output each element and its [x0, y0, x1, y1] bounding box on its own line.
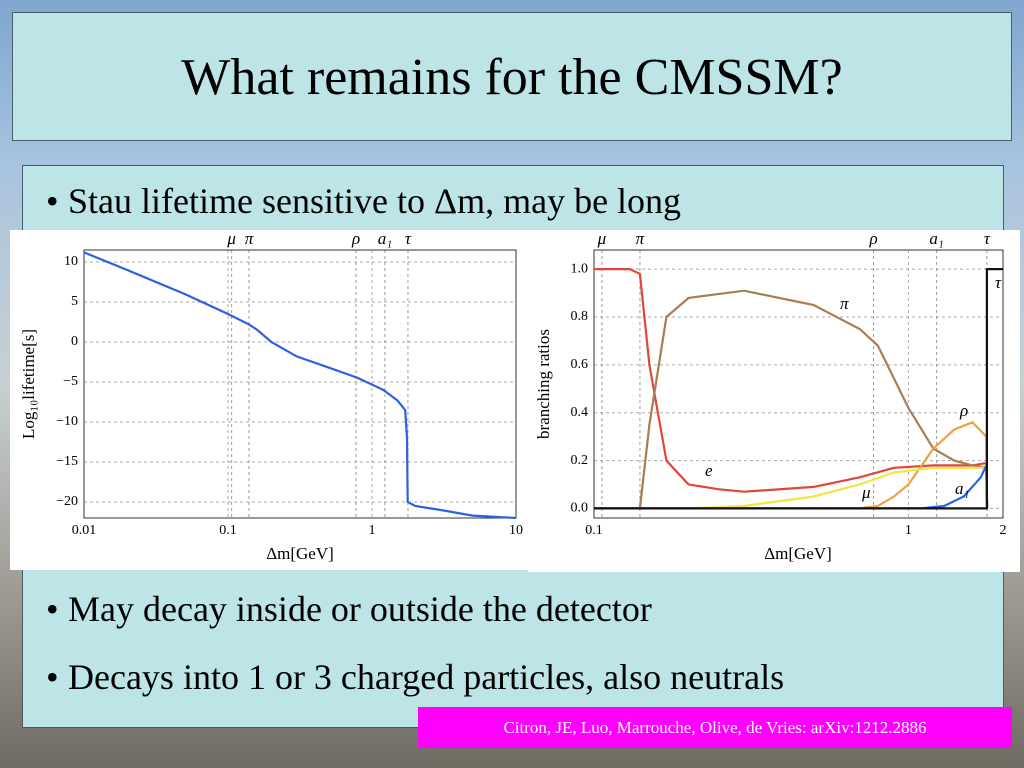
threshold-label: π: [245, 229, 254, 248]
y-tick-label: −5: [63, 374, 78, 389]
y-tick-label: 0.4: [571, 405, 589, 420]
y-axis-label: branching ratios: [534, 329, 553, 439]
slide-title: What remains for the CMSSM?: [12, 12, 1012, 141]
bullet: May decay inside or outside the detector: [46, 588, 652, 630]
series-line: [594, 421, 989, 510]
threshold-label: τ: [984, 229, 991, 248]
bullet: Stau lifetime sensitive to Δm, may be lo…: [46, 180, 681, 222]
y-tick-label: 5: [71, 294, 78, 309]
x-tick-label: 10: [509, 523, 523, 538]
series-line: [83, 251, 517, 520]
y-tick-label: 10: [64, 254, 78, 269]
chart-panel: [528, 230, 1020, 572]
series-line: [594, 466, 989, 510]
x-tick-label: 0.1: [219, 523, 237, 538]
threshold-label: τ: [405, 229, 412, 248]
bullet: Decays into 1 or 3 charged particles, al…: [46, 656, 784, 698]
citation: Citron, JE, Luo, Marrouche, Olive, de Vr…: [418, 707, 1012, 748]
threshold-label: μ: [597, 229, 607, 248]
y-tick-label: −20: [56, 494, 78, 509]
series-line: [594, 289, 989, 510]
x-tick-label: 1: [369, 523, 376, 538]
x-tick-label: 2: [1000, 523, 1007, 538]
threshold-label: ρ: [351, 229, 360, 248]
y-tick-label: −15: [56, 454, 78, 469]
series-line: [594, 268, 1003, 510]
curve-label: a₁: [955, 479, 969, 498]
threshold-label: π: [636, 229, 645, 248]
x-axis-label: Δm[GeV]: [764, 544, 832, 563]
plot-frame: [83, 249, 517, 519]
threshold-label: a₁: [378, 229, 392, 248]
threshold-label: a₁: [929, 229, 943, 248]
threshold-label: μ: [226, 229, 236, 248]
y-tick-label: 0.8: [571, 309, 589, 324]
plot-frame: [593, 249, 1004, 519]
x-axis-label: Δm[GeV]: [266, 544, 334, 563]
curve-label: μ: [861, 483, 871, 502]
curve-label: τ: [995, 273, 1002, 292]
y-tick-label: 0.2: [571, 453, 589, 468]
y-tick-label: 0.6: [571, 357, 589, 372]
chart-panel: [10, 230, 528, 570]
y-axis-label: Log₁₀lifetime[s]: [19, 329, 38, 439]
x-tick-label: 1: [905, 523, 912, 538]
y-tick-label: −10: [56, 414, 78, 429]
series-line: [594, 268, 989, 509]
y-tick-label: 0: [71, 334, 78, 349]
y-tick-label: 1.0: [571, 261, 589, 276]
x-tick-label: 0.01: [72, 523, 97, 538]
y-tick-label: 0.0: [571, 501, 589, 516]
curve-label: ρ: [959, 401, 968, 420]
curve-label: π: [840, 294, 849, 313]
curve-label: e: [705, 461, 713, 480]
x-tick-label: 0.1: [585, 523, 603, 538]
threshold-label: ρ: [868, 229, 877, 248]
